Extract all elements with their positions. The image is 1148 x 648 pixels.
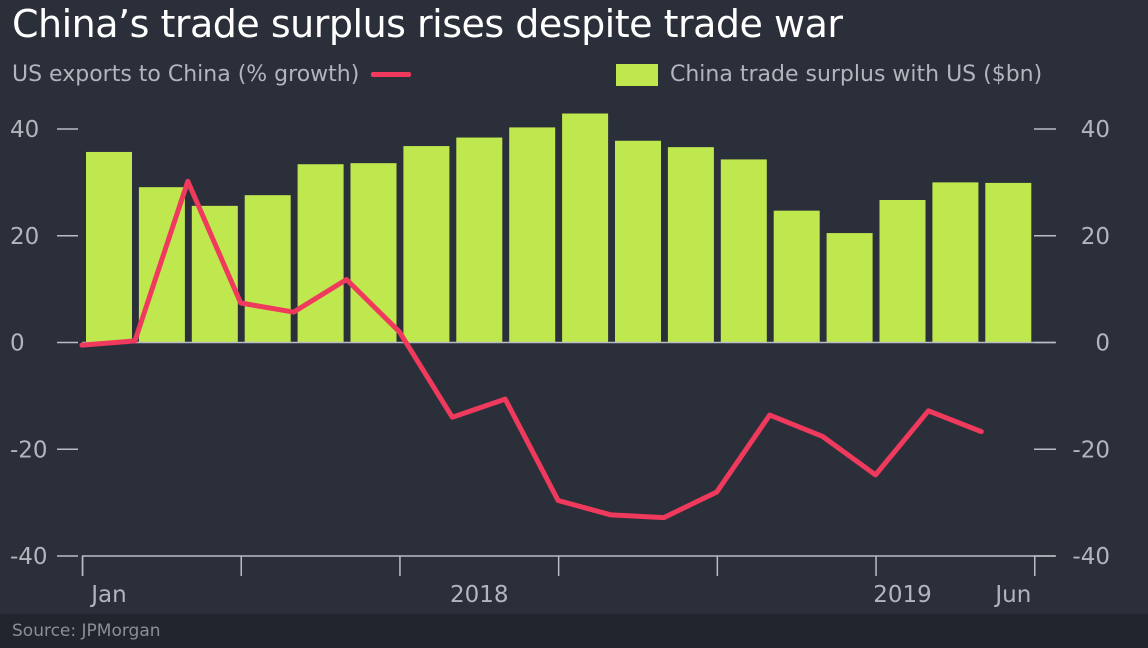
bar: [562, 113, 609, 343]
bar: [191, 205, 238, 343]
bar: [350, 163, 397, 343]
y-tick-label-left: 40: [10, 117, 39, 143]
bar: [456, 137, 503, 343]
x-tick-label: Jun: [993, 582, 1031, 608]
bar: [86, 151, 132, 343]
legend-item-surplus: China trade surplus with US ($bn): [616, 62, 1042, 87]
legend-swatch-bar: [616, 63, 658, 86]
bar: [297, 164, 344, 343]
footer-band: [0, 614, 1148, 648]
legend-swatch-line: [371, 72, 412, 77]
y-tick-label-right: 0: [1095, 331, 1110, 357]
source-note: Source: JPMorgan: [12, 621, 161, 641]
bar: [244, 195, 291, 343]
bar: [932, 182, 979, 343]
x-tick-label: Jan: [89, 582, 126, 608]
y-tick-label-right: -40: [1072, 544, 1110, 570]
legend-label-surplus: China trade surplus with US ($bn): [670, 62, 1043, 87]
bar: [720, 159, 767, 343]
legend-item-exports: US exports to China (% growth): [12, 62, 412, 87]
bar: [826, 233, 873, 343]
exports-growth-line: [79, 178, 984, 521]
y-tick-label-left: 20: [10, 224, 39, 250]
bar: [509, 127, 556, 343]
y-tick-label-left: -20: [10, 437, 48, 463]
y-tick-label-right: 20: [1081, 224, 1110, 250]
y-tick-label-right: 40: [1081, 117, 1110, 143]
bar: [773, 210, 820, 343]
y-tick-label-right: -20: [1072, 437, 1110, 463]
chart-title: China’s trade surplus rises despite trad…: [12, 2, 843, 46]
bar: [879, 199, 926, 343]
y-tick-label-left: 0: [10, 331, 25, 357]
legend-label-exports: US exports to China (% growth): [12, 62, 360, 87]
bar: [615, 140, 661, 343]
bar: [985, 182, 1032, 343]
bar: [667, 147, 714, 343]
y-tick-label-left: -40: [10, 544, 48, 570]
x-tick-label: 2018: [450, 582, 509, 608]
x-tick-label: 2019: [873, 582, 932, 608]
bar: [403, 146, 450, 343]
